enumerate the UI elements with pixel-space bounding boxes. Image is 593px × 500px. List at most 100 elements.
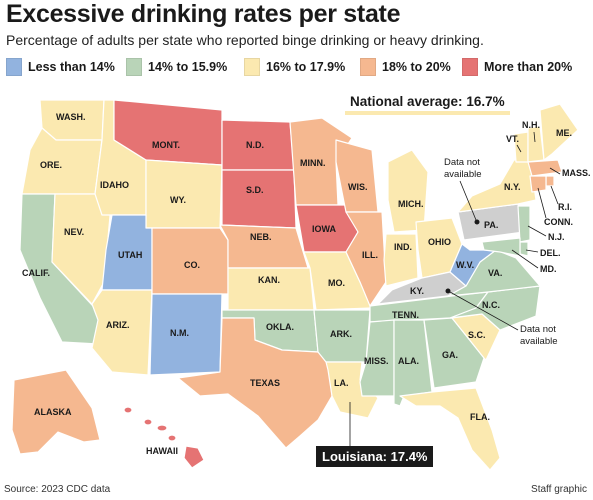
label-ok: OKLA.	[266, 322, 294, 332]
label-mt: MONT.	[152, 140, 180, 150]
state-wi	[335, 139, 379, 213]
legend-label: 14% to 15.9%	[148, 60, 228, 74]
label-ma: MASS.	[562, 168, 591, 178]
label-ca: CALIF.	[22, 268, 50, 278]
label-ga: GA.	[442, 350, 458, 360]
label-mn: MINN.	[300, 158, 326, 168]
label-id: IDAHO	[100, 180, 129, 190]
label-mo: MO.	[328, 278, 345, 288]
legend-item-more-than-20: More than 20%	[462, 58, 572, 76]
state-tx	[177, 317, 333, 449]
no-data-note-ky: Data not available	[445, 288, 558, 347]
state-fl	[399, 387, 501, 471]
label-ri: R.I.	[558, 202, 572, 212]
state-ri	[545, 175, 555, 187]
legend-label: More than 20%	[484, 60, 573, 74]
label-az: ARIZ.	[106, 320, 130, 330]
national-average-value: 16.7%	[466, 94, 505, 109]
legend: Less than 14% 14% to 15.9% 16% to 17.9% …	[4, 58, 593, 78]
map-subtitle: Percentage of adults per state who repor…	[6, 32, 484, 48]
label-vt: VT.	[506, 134, 519, 144]
state-ct	[529, 175, 547, 193]
label-ky: KY.	[410, 286, 424, 296]
label-va: VA.	[488, 268, 502, 278]
label-ks: KAN.	[258, 275, 280, 285]
legend-swatch	[462, 58, 478, 76]
state-nc	[449, 285, 541, 331]
state-la	[325, 361, 379, 419]
no-data-note-line: available	[444, 169, 482, 180]
label-de: DEL.	[540, 248, 561, 258]
label-wy: WY.	[170, 195, 186, 205]
label-la: LA.	[334, 378, 349, 388]
legend-swatch	[6, 58, 22, 76]
label-ak: ALASKA	[34, 407, 72, 417]
label-wi: WIS.	[348, 182, 368, 192]
label-ut: UTAH	[118, 250, 142, 260]
leader-ct	[537, 187, 547, 219]
label-in: IND.	[394, 242, 412, 252]
legend-swatch	[360, 58, 376, 76]
label-tx: TEXAS	[250, 378, 280, 388]
label-tn: TENN.	[392, 310, 419, 320]
leader-de	[525, 249, 539, 253]
state-nj	[517, 205, 531, 243]
label-ms: MISS.	[364, 356, 389, 366]
label-md: MD.	[540, 264, 557, 274]
label-mi: MICH.	[398, 199, 424, 209]
legend-item-14-to-15-9: 14% to 15.9%	[126, 58, 227, 76]
label-oh: OHIO	[428, 237, 451, 247]
label-ct: CONN.	[544, 217, 573, 227]
label-il: ILL.	[362, 250, 378, 260]
no-data-note-line: available	[520, 336, 558, 347]
legend-label: Less than 14%	[28, 60, 115, 74]
label-nj: N.J.	[548, 232, 565, 242]
legend-label: 18% to 20%	[382, 60, 451, 74]
state-mi	[387, 149, 429, 233]
leader-ma	[549, 167, 561, 175]
label-al: ALA.	[398, 356, 419, 366]
national-average-label: National average:	[350, 94, 463, 109]
legend-swatch	[126, 58, 142, 76]
state-ak	[11, 369, 101, 455]
label-ny: N.Y.	[504, 182, 521, 192]
label-pa: PA.	[484, 220, 498, 230]
legend-item-less-than-14: Less than 14%	[6, 58, 115, 76]
label-ia: IOWA	[312, 224, 336, 234]
state-sd	[221, 169, 297, 229]
label-nm: N.M.	[170, 328, 189, 338]
label-nc: N.C.	[482, 300, 500, 310]
legend-swatch	[244, 58, 260, 76]
state-il	[345, 211, 387, 307]
label-me: ME.	[556, 128, 572, 138]
label-wv: W.V.	[456, 260, 474, 270]
state-ma	[527, 159, 563, 177]
legend-label: 16% to 17.9%	[266, 60, 346, 74]
leader-vt	[516, 144, 522, 153]
louisiana-callout: Louisiana: 17.4%	[316, 446, 434, 467]
label-or: ORE.	[40, 160, 62, 170]
label-co: CO.	[184, 260, 200, 270]
state-me	[539, 103, 579, 161]
state-de	[519, 241, 529, 257]
label-nv: NEV.	[64, 227, 84, 237]
leader-nh	[533, 131, 536, 143]
map-title: Excessive drinking rates per state	[6, 0, 401, 28]
label-wa: WASH.	[56, 112, 86, 122]
label-sd: S.D.	[246, 185, 264, 195]
state-az	[91, 289, 153, 376]
national-average: National average: 16.7%	[345, 92, 510, 115]
state-wy	[145, 159, 223, 229]
no-data-note-line: Data not	[520, 324, 556, 335]
label-sc: S.C.	[468, 330, 486, 340]
label-nh: N.H.	[522, 120, 540, 130]
leader-md	[511, 249, 539, 269]
state-md	[481, 237, 521, 257]
no-data-note-line: Data not	[444, 157, 480, 168]
label-hi: HAWAII	[146, 446, 178, 456]
legend-item-18-to-20: 18% to 20%	[360, 58, 451, 76]
label-nd: N.D.	[246, 140, 264, 150]
credit-note: Staff graphic	[531, 484, 587, 495]
no-data-note-pa: Data not available	[444, 157, 482, 225]
